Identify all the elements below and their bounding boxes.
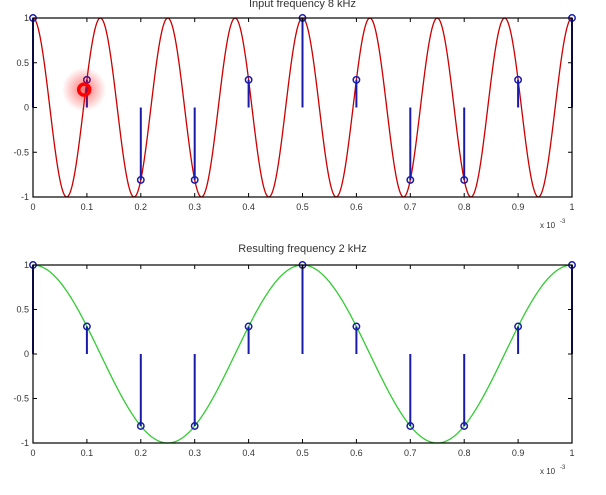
x-tick-label: 1 (569, 202, 574, 212)
y-tick-label: 1 (24, 13, 29, 23)
stem-marker (514, 322, 523, 331)
x-tick-label: 0.3 (188, 202, 201, 212)
x-multiplier-exponent: -3 (560, 465, 566, 471)
cursor-glow (62, 67, 107, 112)
stem-marker (514, 75, 523, 84)
stem-marker (352, 322, 361, 331)
x-tick-label: 0.1 (81, 448, 94, 458)
x-tick-label: 0.5 (296, 202, 309, 212)
plot-title: Resulting frequency 2 kHz (238, 243, 366, 255)
x-tick-label: 0.7 (404, 448, 417, 458)
y-tick-label: 1 (24, 260, 29, 270)
y-tick-label: 0 (24, 103, 29, 113)
y-tick-label: 0.5 (16, 58, 29, 68)
x-tick-label: 0.7 (404, 202, 417, 212)
x-tick-label: 0.6 (350, 202, 363, 212)
x-tick-label: 0.8 (458, 202, 471, 212)
x-tick-label: 0.9 (512, 448, 525, 458)
stem-marker (190, 175, 199, 184)
y-tick-label: 0 (24, 349, 29, 359)
stem-marker (460, 422, 469, 430)
x-tick-label: 0.9 (512, 202, 525, 212)
stem-marker (244, 75, 253, 84)
plot-title: Input frequency 8 kHz (249, 0, 356, 10)
stem-marker (82, 322, 91, 331)
mouse-cursor-icon (76, 82, 92, 97)
y-tick-label: -0.5 (13, 394, 29, 404)
y-tick-label: -0.5 (13, 147, 29, 157)
x-tick-label: 0.3 (188, 448, 201, 458)
stem-marker (352, 75, 361, 84)
plot-2: Resulting frequency 2 kHz 0 0.1 0.2 0.3 0.4 0.… (13, 243, 576, 476)
x-tick-label: 0.2 (135, 448, 148, 458)
x-tick-label: 0.5 (296, 448, 309, 458)
x-multiplier-exponent: -3 (560, 219, 566, 225)
x-tick-label: 0.4 (242, 448, 255, 458)
x-tick-label: 0.6 (350, 448, 363, 458)
stem-marker (190, 422, 199, 430)
stem-marker (406, 175, 415, 184)
x-multiplier-label: x 10 (540, 221, 556, 230)
x-tick-label: 0.4 (242, 202, 255, 212)
x-tick-label: 0.8 (458, 448, 471, 458)
x-tick-label: 0 (30, 202, 35, 212)
stem-marker (244, 322, 253, 331)
x-tick-label: 0.1 (81, 202, 94, 212)
y-tick-label: 0.5 (16, 305, 29, 315)
stem-marker (460, 175, 469, 184)
plot-1: Input frequency 8 kHz 0 0.1 0.2 0.3 0.4 0.5 0.6… (13, 0, 576, 230)
x-tick-label: 1 (569, 448, 574, 458)
y-tick-label: -1 (21, 438, 29, 448)
x-multiplier-label: x 10 (540, 467, 556, 476)
x-tick-label: 0.2 (135, 202, 148, 212)
stem-marker (136, 422, 145, 430)
y-tick-label: -1 (21, 192, 29, 202)
stem-marker (406, 422, 415, 430)
stem-marker (136, 175, 145, 184)
x-tick-label: 0 (30, 448, 35, 458)
